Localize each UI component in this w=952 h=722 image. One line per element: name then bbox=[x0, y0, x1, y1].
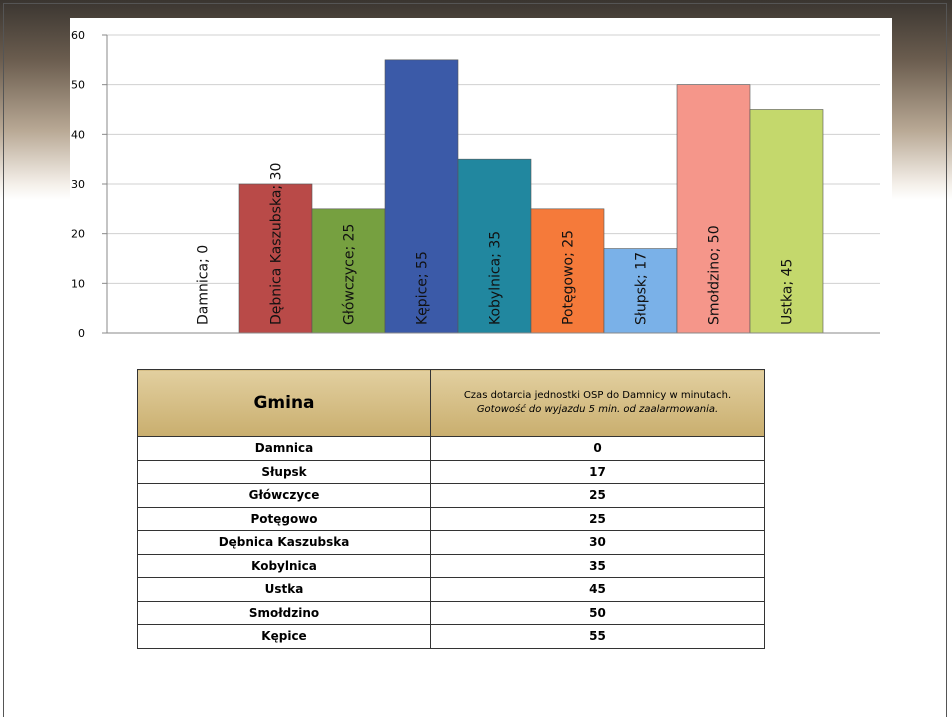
bar bbox=[749, 109, 824, 334]
data-label: Kępice; 55 bbox=[415, 251, 431, 325]
y-tick-label: 20 bbox=[71, 228, 85, 241]
bar bbox=[457, 158, 532, 334]
y-tick-label: 30 bbox=[71, 178, 85, 191]
data-label: Dębnica Kaszubska; 30 bbox=[269, 163, 285, 325]
table-cell: Kobylnica bbox=[137, 553, 431, 578]
table-cell: Potęgowo bbox=[137, 506, 431, 531]
data-label: Kobylnica; 35 bbox=[488, 231, 504, 325]
data-label: Damnica; 0 bbox=[196, 245, 212, 325]
table-cell: Główczyce bbox=[137, 483, 431, 508]
bar bbox=[384, 59, 459, 334]
y-tick-label: 60 bbox=[71, 29, 85, 42]
y-tick-label: 40 bbox=[71, 128, 85, 141]
table-cell: Damnica bbox=[137, 436, 431, 461]
bar bbox=[530, 208, 605, 334]
data-label: Smołdzino; 50 bbox=[707, 225, 723, 325]
data-label: Potęgowo; 25 bbox=[561, 230, 577, 325]
table-cell: Dębnica Kaszubska bbox=[137, 530, 431, 555]
table-cell: 55 bbox=[430, 624, 765, 649]
header-line: Czas dotarcia jednostki OSP do Damnicy w… bbox=[463, 390, 732, 401]
data-label: Ustka; 45 bbox=[780, 259, 796, 325]
table-cell: 25 bbox=[430, 483, 765, 508]
table-cell: Słupsk bbox=[137, 459, 431, 484]
table-row: Główczyce 25 bbox=[137, 483, 765, 508]
y-tick-label: 50 bbox=[71, 79, 85, 92]
table-cell: 17 bbox=[430, 459, 765, 484]
table-row: Kobylnica 35 bbox=[137, 553, 765, 578]
y-tick-label: 10 bbox=[71, 277, 85, 290]
bar bbox=[603, 248, 678, 334]
table-row: Dębnica Kaszubska 30 bbox=[137, 530, 765, 555]
table-row: Damnica 0 bbox=[137, 436, 765, 461]
table-cell: Kępice bbox=[137, 624, 431, 649]
table-cell: 25 bbox=[430, 506, 765, 531]
table-cell: 0 bbox=[430, 436, 765, 461]
y-tick-label: 0 bbox=[78, 327, 85, 340]
table-cell: 50 bbox=[430, 600, 765, 625]
table-header: Czas dotarcia jednostki OSP do Damnicy w… bbox=[430, 369, 765, 437]
table-row: Potęgowo 25 bbox=[137, 506, 765, 531]
header-note: Gotowość do wyjazdu 5 min. od zaalarmowa… bbox=[476, 404, 719, 415]
table-cell: 30 bbox=[430, 530, 765, 555]
table: Gmina Czas dotarcia jednostki OSP do Dam… bbox=[137, 369, 765, 649]
data-label: Główczyce; 25 bbox=[342, 224, 358, 325]
table-cell: 35 bbox=[430, 553, 765, 578]
table-row: Słupsk 17 bbox=[137, 459, 765, 484]
chart: 0 10 20 30 40 50 60 Damnica; 0 Dębnica Kaszubska… bbox=[70, 18, 892, 346]
table-header: Gmina bbox=[137, 369, 431, 437]
table-cell: Ustka bbox=[137, 577, 431, 602]
table-cell: Smołdzino bbox=[137, 600, 431, 625]
table-row: Smołdzino 50 bbox=[137, 600, 765, 625]
bar bbox=[676, 84, 751, 334]
table-row: Kępice 55 bbox=[137, 624, 765, 649]
page-frame bbox=[3, 3, 947, 717]
table-row: Ustka 45 bbox=[137, 577, 765, 602]
data-label: Słupsk; 17 bbox=[634, 252, 650, 325]
table-cell: 45 bbox=[430, 577, 765, 602]
